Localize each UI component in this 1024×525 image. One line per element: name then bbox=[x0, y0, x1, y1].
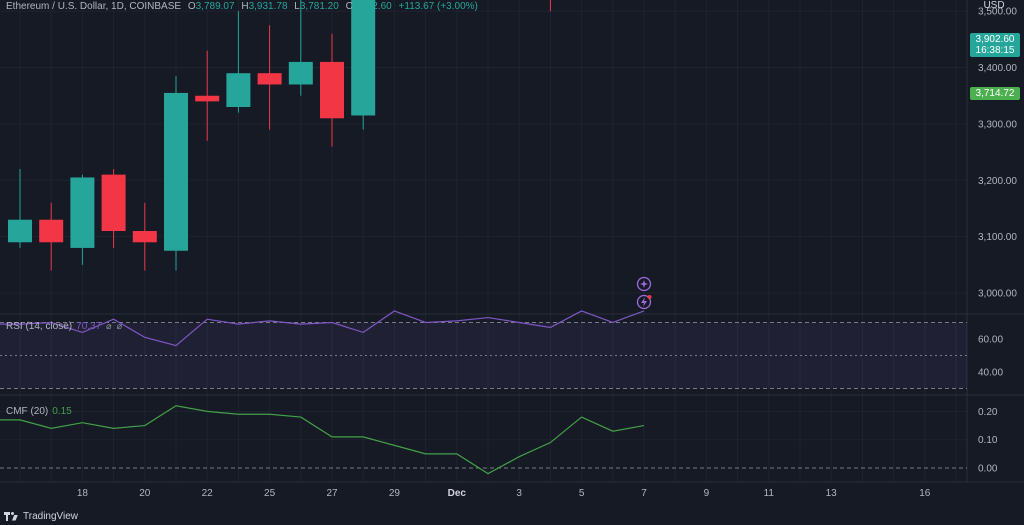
low-value: 3,781.20 bbox=[299, 1, 339, 12]
price-scale-label: 3,400.00 bbox=[978, 63, 1017, 74]
time-axis-label: 20 bbox=[139, 488, 151, 499]
rsi-value: 70.37 bbox=[76, 321, 102, 332]
candle-body[interactable] bbox=[226, 73, 251, 108]
candle[interactable] bbox=[39, 202, 64, 271]
star-icon bbox=[640, 280, 648, 288]
bar-countdown: 16:38:15 bbox=[975, 45, 1015, 56]
tradingview-icon bbox=[4, 511, 18, 521]
change-value: +113.67 (+3.00%) bbox=[398, 1, 478, 12]
candle[interactable] bbox=[288, 0, 313, 96]
candle[interactable] bbox=[195, 50, 220, 141]
rsi-pane[interactable] bbox=[0, 310, 967, 389]
price-scale-label: 3,300.00 bbox=[978, 119, 1017, 130]
price-scale-label: 3,100.00 bbox=[978, 232, 1017, 243]
candle-body[interactable] bbox=[164, 92, 188, 251]
time-axis-label: 29 bbox=[389, 488, 401, 499]
price-scale-label: 3,500.00 bbox=[978, 7, 1017, 18]
candle-body[interactable] bbox=[132, 231, 157, 243]
time-axis-label: 7 bbox=[641, 488, 647, 499]
candle-body[interactable] bbox=[257, 73, 282, 85]
cmf-value: 0.15 bbox=[52, 406, 72, 417]
close-value: 3,902.60 bbox=[352, 1, 392, 12]
rsi-scale-label: 60.00 bbox=[978, 335, 1003, 346]
time-axis-label: 13 bbox=[826, 488, 838, 499]
time-axis-label: 22 bbox=[202, 488, 214, 499]
candle-body[interactable] bbox=[320, 61, 344, 119]
cmf-scale-label: 0.10 bbox=[978, 435, 998, 446]
close-label: C bbox=[345, 1, 353, 12]
time-axis-label: 16 bbox=[919, 488, 931, 499]
cmf-label[interactable]: CMF (20) bbox=[6, 406, 49, 417]
candle[interactable] bbox=[351, 0, 376, 130]
time-axis-label: 11 bbox=[764, 488, 775, 499]
open-value: 3,789.07 bbox=[195, 1, 235, 12]
rsi-label[interactable]: RSI (14, close) bbox=[6, 321, 73, 332]
candle[interactable] bbox=[164, 76, 188, 271]
brand-name: TradingView bbox=[23, 510, 79, 522]
candle-body[interactable] bbox=[101, 174, 126, 232]
lightning-icon bbox=[641, 297, 647, 307]
cmf-pane[interactable] bbox=[0, 405, 967, 475]
candle[interactable] bbox=[257, 25, 282, 130]
candle-body[interactable] bbox=[70, 177, 95, 248]
time-axis-label: 25 bbox=[264, 488, 276, 499]
cmf-scale-label: 0.00 bbox=[978, 464, 998, 475]
price-pane[interactable] bbox=[0, 0, 967, 271]
horizontal-line-price-tag: 3,714.72 bbox=[970, 87, 1020, 100]
axes: 3,800.003,600.003,500.003,400.003,300.00… bbox=[77, 7, 1018, 499]
currency-label[interactable]: USD bbox=[983, 0, 1005, 11]
candle[interactable] bbox=[101, 169, 126, 248]
settings-icon[interactable]: ⌀ bbox=[116, 321, 123, 331]
notification-dot-icon bbox=[647, 295, 652, 299]
rsi-legend: RSI (14, close) 70.37 ⌀ ⌀ bbox=[6, 320, 122, 333]
current-price: 3,902.60 bbox=[975, 34, 1015, 45]
candle[interactable] bbox=[8, 169, 32, 248]
rsi-line bbox=[0, 310, 645, 347]
high-value: 3,931.78 bbox=[248, 1, 288, 12]
tradingview-logo[interactable]: TradingView bbox=[4, 507, 78, 525]
low-label: L bbox=[294, 1, 300, 12]
eye-slash-icon[interactable]: ⌀ bbox=[106, 321, 112, 331]
candle-body[interactable] bbox=[288, 61, 313, 85]
time-axis-label: 9 bbox=[704, 488, 710, 499]
price-scale-label: 3,000.00 bbox=[978, 289, 1017, 300]
candle-body[interactable] bbox=[8, 219, 32, 243]
open-label: O bbox=[187, 1, 196, 12]
symbol-title[interactable]: Ethereum / U.S. Dollar, 1D, COINBASE bbox=[6, 1, 182, 12]
candle[interactable] bbox=[132, 202, 157, 271]
high-label: H bbox=[241, 1, 249, 12]
cmf-scale-label: 0.20 bbox=[978, 407, 998, 418]
time-axis-label: 27 bbox=[326, 488, 338, 499]
cmf-legend: CMF (20) 0.15 bbox=[6, 406, 72, 418]
price-scale-label: 3,200.00 bbox=[978, 176, 1017, 187]
cmf-line bbox=[0, 405, 645, 475]
symbol-legend: Ethereum / U.S. Dollar, 1D, COINBASE O3,… bbox=[6, 1, 478, 13]
candle[interactable] bbox=[226, 11, 251, 113]
time-axis-label: 3 bbox=[516, 488, 522, 499]
candle-body[interactable] bbox=[351, 0, 376, 116]
event-marker-icons[interactable] bbox=[636, 276, 652, 310]
candle[interactable] bbox=[70, 174, 95, 265]
current-price-tag: 3,902.60 16:38:15 bbox=[970, 33, 1020, 57]
time-axis-label: 18 bbox=[77, 488, 89, 499]
candle-body[interactable] bbox=[195, 95, 220, 102]
time-axis-label: 5 bbox=[579, 488, 585, 499]
rsi-scale-label: 40.00 bbox=[978, 368, 1003, 379]
candle[interactable] bbox=[320, 33, 344, 147]
time-axis-label: Dec bbox=[448, 488, 467, 499]
candle-body[interactable] bbox=[39, 219, 64, 243]
